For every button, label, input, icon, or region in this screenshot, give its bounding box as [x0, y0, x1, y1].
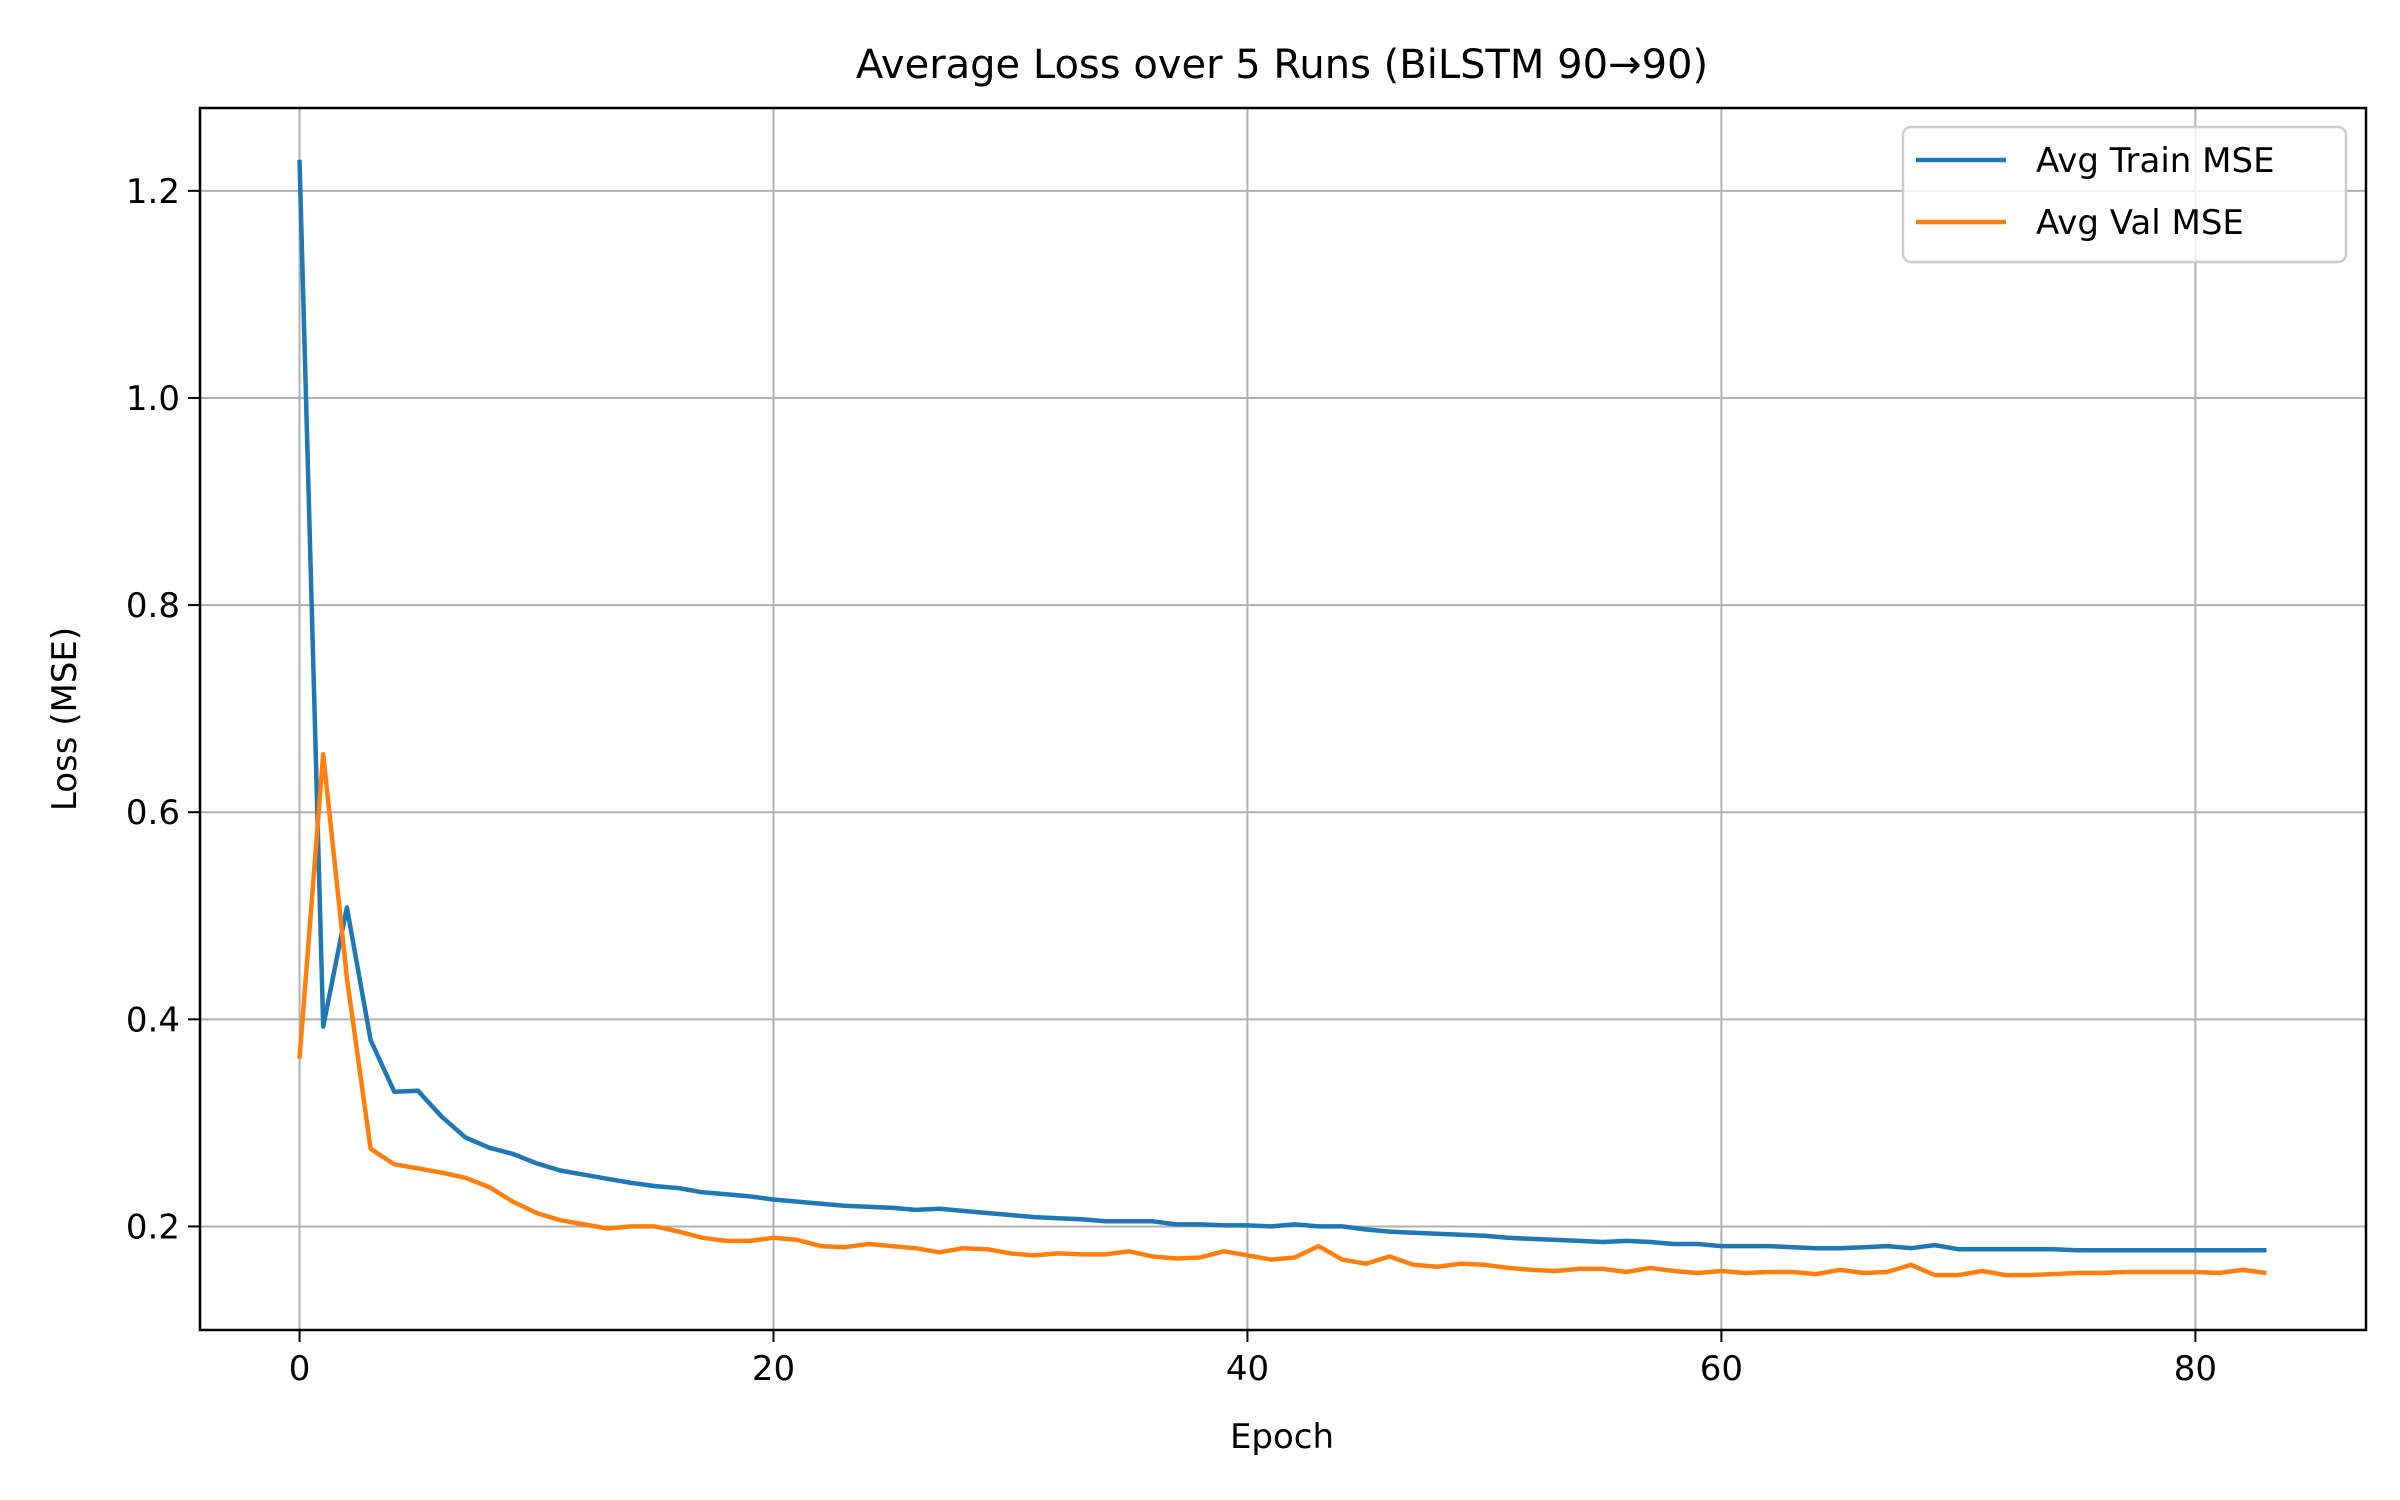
plot-frame: [198, 106, 2368, 1332]
legend-label-val: Avg Val MSE: [2036, 203, 2244, 243]
train-mse-line: [297, 159, 2267, 1253]
x-tick-label: 40: [1226, 1349, 1269, 1389]
y-tick-label: 0.4: [126, 1000, 180, 1040]
legend: Avg Train MSE Avg Val MSE: [1901, 125, 2348, 264]
val-mse-line: [297, 751, 2267, 1278]
chart-title: Average Loss over 5 Runs (BiLSTM 90→90): [856, 42, 1708, 88]
y-tick-label: 0.6: [126, 793, 180, 833]
x-tick-label: 60: [1700, 1349, 1743, 1389]
x-tick-label: 20: [752, 1349, 795, 1389]
x-axis-label: Epoch: [1230, 1417, 1334, 1457]
y-tick-label: 1.2: [126, 172, 180, 212]
legend-box: [1901, 125, 2348, 264]
legend-label-train: Avg Train MSE: [2036, 141, 2275, 181]
y-tick-label: 1.0: [126, 379, 180, 419]
y-axis-label: Loss (MSE): [45, 627, 85, 811]
y-tick-label: 0.2: [126, 1207, 180, 1247]
x-tick-label: 80: [2174, 1349, 2217, 1389]
series-lines: [297, 159, 2267, 1278]
x-tick-label: 0: [289, 1349, 311, 1389]
ticks: 0 20 40 60 80 0.2 0.4 0.6 0.8 1.0 1.2: [126, 172, 2217, 1389]
y-tick-label: 0.8: [126, 586, 180, 626]
